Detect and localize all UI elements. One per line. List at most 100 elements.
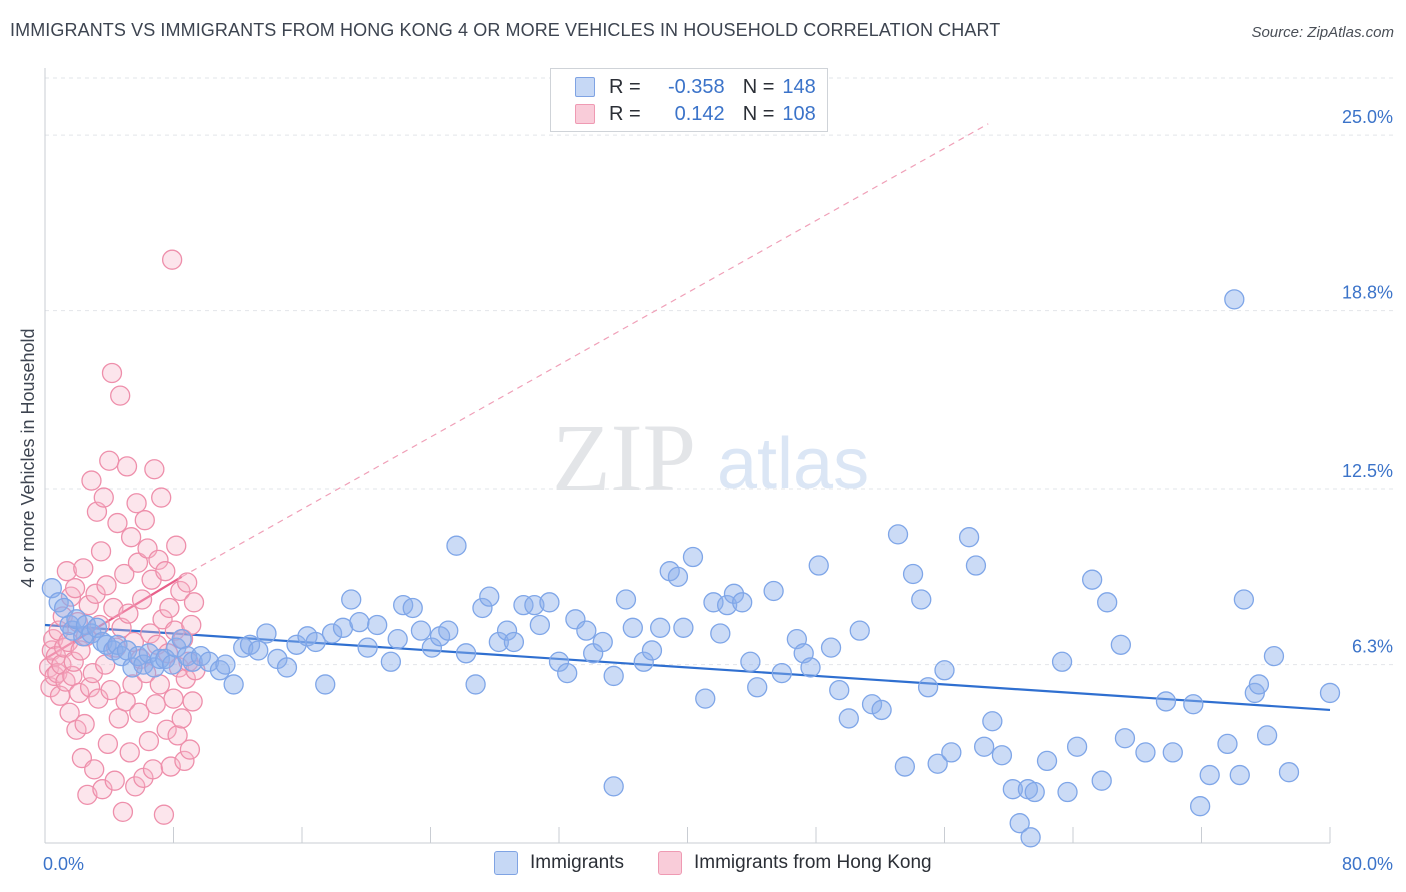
data-point [529,614,551,636]
data-point [1110,634,1131,655]
data-point [182,691,203,712]
data-point [917,677,939,698]
data-point [81,623,102,644]
data-point [771,662,792,684]
data-point [118,603,139,624]
data-point [513,595,534,616]
data-point [1057,781,1078,803]
data-point [1135,742,1156,763]
legend-n-value-hong-kong: 108 [782,102,816,125]
data-point [911,589,932,610]
legend-r-value-hong-kong: 0.142 [674,102,725,125]
data-point [81,470,102,491]
data-point [63,651,84,672]
data-point [1248,674,1270,695]
data-point [305,631,326,653]
data-point [1020,827,1041,848]
series-legend-hong-kong[interactable]: Immigrants from Hong Kong [658,851,932,875]
data-point [1036,750,1058,772]
y-axis-label: 4 or more Vehicles in Household [18,328,38,587]
data-point [446,535,467,556]
data-point [209,660,231,681]
data-point [1097,592,1118,613]
data-point [934,660,955,681]
data-point [1024,781,1045,803]
y-tick-label: 6.3% [1352,637,1393,657]
data-point [1229,764,1250,786]
data-point [1189,796,1211,817]
data-point [93,487,114,508]
data-point [90,541,112,562]
data-point [633,651,654,672]
x-tick-label-min: 0.0% [43,854,84,874]
data-point [1278,762,1300,783]
data-point [991,745,1013,766]
legend-swatch-hong-kong [575,104,595,124]
data-point [488,631,510,653]
data-point [1081,569,1103,590]
data-point [107,634,128,655]
data-point [723,583,745,604]
data-points [38,249,1341,848]
data-point [732,592,753,613]
data-point [421,637,443,658]
data-point [140,623,161,644]
data-point [1319,682,1341,704]
data-point [145,694,166,715]
data-point [122,674,143,695]
data-point [557,662,578,684]
series-swatch-hong-kong [658,851,682,875]
series-hong-kong-points [38,249,206,825]
data-point [84,759,105,780]
data-point [104,770,125,791]
trend-line-immigrants [44,623,1331,712]
data-point [153,804,175,825]
data-point [438,620,459,641]
data-point [198,651,220,672]
data-point [524,595,545,616]
data-point [1256,725,1278,746]
data-point [808,555,829,576]
data-point [1224,289,1245,310]
data-point [167,725,188,746]
data-point [103,597,124,619]
data-point [179,739,201,760]
data-point [276,657,298,678]
legend-n-label: N = [742,102,775,125]
data-point [838,708,859,729]
data-point [1009,813,1030,834]
data-point [650,617,671,638]
data-point [156,719,177,740]
data-point [73,558,94,579]
legend-row-immigrants: R = -0.358 N = 148 [575,74,816,100]
data-point [965,555,987,576]
series-label-hong-kong: Immigrants from Hong Kong [694,852,932,873]
data-point [127,552,149,573]
data-point [576,620,597,641]
data-point [829,679,850,701]
data-point [479,586,500,607]
data-point [622,617,643,638]
series-legend-immigrants[interactable]: Immigrants [494,851,624,875]
data-point [101,362,123,384]
data-point [149,674,170,695]
series-legend: Immigrants Immigrants from Hong Kong [0,851,1406,879]
data-point [1155,691,1177,712]
data-point [341,589,362,610]
data-point [472,597,493,619]
data-point [503,631,525,653]
data-point [171,708,192,729]
data-point [163,688,184,709]
data-point [820,637,842,658]
data-point [465,674,486,695]
data-point [149,648,170,670]
data-point [902,563,924,585]
data-point [1162,742,1183,763]
data-point [44,665,65,687]
data-point [144,459,165,480]
data-point [112,801,134,823]
data-point [131,589,153,610]
x-tick-labels: 0.0% 80.0% [43,854,1393,874]
data-point [387,628,408,650]
